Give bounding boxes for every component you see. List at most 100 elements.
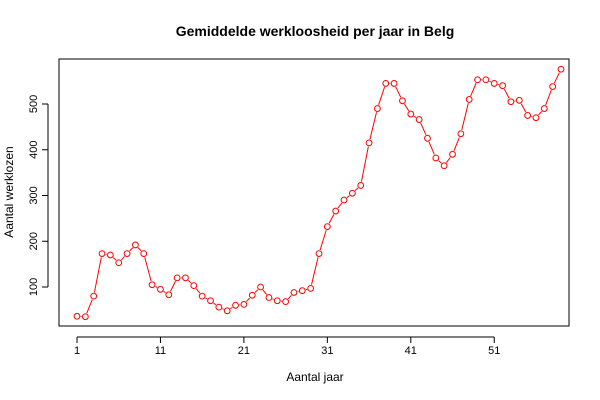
series-segment	[195, 288, 201, 294]
series-layer	[73, 65, 565, 321]
y-axis: 100 200 300 400 500	[28, 95, 49, 296]
data-point	[532, 114, 540, 122]
series-segment	[520, 103, 527, 113]
series-segment	[144, 257, 152, 282]
data-point	[232, 301, 239, 309]
data-point	[374, 105, 381, 112]
series-segment	[328, 214, 335, 224]
data-point	[223, 307, 231, 315]
series-segment	[404, 103, 410, 112]
y-tick-label: 500	[28, 95, 40, 113]
data-point	[390, 80, 398, 87]
series-segment	[170, 281, 176, 292]
data-point	[73, 312, 81, 320]
data-point	[357, 182, 365, 189]
x-tick-label: 51	[488, 345, 500, 357]
data-point	[123, 250, 131, 258]
series-segment	[538, 111, 543, 116]
series-segment	[120, 256, 125, 261]
data-point	[340, 196, 348, 204]
data-point	[257, 283, 264, 291]
series-segment	[155, 286, 158, 288]
data-point	[106, 251, 114, 259]
data-point	[549, 83, 557, 91]
data-point	[132, 241, 139, 249]
data-point	[348, 189, 356, 197]
data-point	[499, 82, 506, 90]
series-segment	[246, 297, 251, 302]
data-point	[207, 297, 214, 305]
series-segment	[461, 102, 469, 131]
series-segment	[553, 72, 560, 84]
x-tick-label: 11	[155, 345, 166, 357]
series-segment	[254, 289, 259, 293]
series-segment	[360, 146, 369, 182]
series-segment	[86, 299, 93, 314]
series-segment	[395, 86, 402, 98]
series-segment	[470, 83, 477, 97]
series-segment	[213, 302, 217, 306]
data-point	[173, 274, 181, 282]
y-axis-label: Aantal werklozen	[2, 146, 16, 237]
series-segment	[354, 187, 359, 191]
data-point	[115, 259, 123, 267]
series-segment	[222, 308, 224, 310]
data-point	[290, 289, 298, 296]
series-segment	[438, 160, 442, 164]
data-point	[515, 96, 523, 104]
x-tick-label: 1	[74, 345, 80, 357]
data-point	[540, 105, 548, 112]
data-point	[240, 300, 248, 308]
series-segment	[311, 257, 319, 285]
y-tick-label: 400	[28, 141, 40, 159]
series-segment	[163, 290, 166, 294]
series-segment	[420, 122, 427, 136]
series-segment	[346, 195, 350, 199]
data-point	[273, 297, 281, 305]
series-segment	[428, 141, 435, 155]
series-segment	[453, 137, 460, 151]
series-segment	[319, 230, 327, 251]
x-tick-label: 41	[405, 345, 417, 357]
data-point	[474, 76, 481, 84]
plot-frame	[58, 58, 570, 327]
series-segment	[129, 247, 134, 252]
data-point	[557, 65, 565, 73]
y-tick-label: 200	[28, 232, 40, 250]
data-point	[382, 80, 390, 87]
series-segment	[93, 257, 102, 293]
series-segment	[187, 280, 192, 284]
series-segment	[262, 289, 267, 295]
x-axis: 1 11 21 31 41 51	[74, 336, 500, 357]
data-point	[157, 285, 164, 293]
data-point	[524, 112, 532, 119]
series-segment	[369, 112, 378, 140]
data-point	[198, 292, 206, 300]
series-segment	[137, 247, 142, 252]
data-point	[432, 154, 440, 162]
series-segment	[230, 306, 233, 310]
data-point	[407, 110, 415, 118]
series-segment	[545, 89, 552, 106]
data-point	[248, 291, 256, 299]
data-point	[190, 282, 198, 290]
data-point	[449, 150, 456, 158]
data-point	[298, 287, 306, 295]
chart-title: Gemiddelde werkloosheid per jaar in Belg	[176, 23, 455, 39]
x-axis-label: Aantal jaar	[286, 370, 343, 384]
series-segment	[378, 86, 386, 106]
data-point	[81, 313, 89, 321]
data-point	[415, 116, 423, 123]
y-tick-label: 100	[28, 278, 40, 296]
data-point	[465, 96, 473, 103]
data-point	[215, 303, 223, 311]
series-segment	[446, 157, 451, 163]
series-segment	[287, 294, 292, 300]
x-tick-label: 21	[238, 345, 250, 357]
data-point	[165, 291, 173, 299]
series-segment	[503, 88, 510, 99]
data-point	[365, 139, 373, 147]
series-segment	[413, 115, 417, 118]
data-point	[182, 274, 189, 282]
